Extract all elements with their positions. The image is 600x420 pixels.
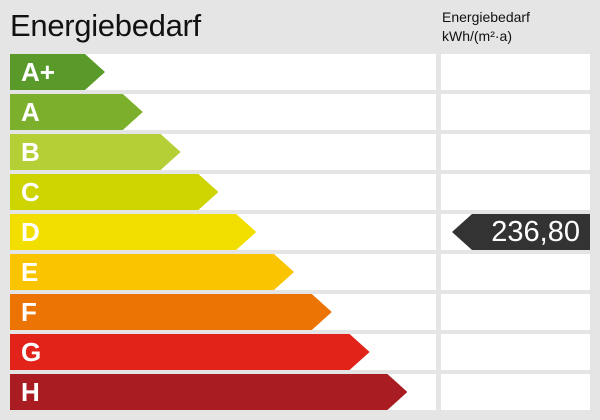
value-cell <box>441 174 590 210</box>
value-cell <box>441 54 590 90</box>
value-cell <box>441 374 590 410</box>
value-marker-text: 236,80 <box>491 216 580 248</box>
energy-class-row: G <box>10 334 590 370</box>
energy-class-row: C <box>10 174 590 210</box>
energy-class-label: G <box>21 337 42 367</box>
energy-class-arrow: F <box>10 294 332 330</box>
energy-class-row: H <box>10 374 590 410</box>
column-header-title: Energiebedarf <box>442 9 530 25</box>
value-marker: 236,80 <box>452 214 590 250</box>
energy-class-row: E <box>10 254 590 290</box>
energy-class-arrow: H <box>10 374 407 410</box>
energy-class-arrow: B <box>10 134 181 170</box>
energy-class-row: F <box>10 294 590 330</box>
column-header: Energiebedarf kWh/(m²·a) <box>442 8 530 46</box>
energy-class-arrow: A <box>10 94 143 130</box>
energy-class-row: A+ <box>10 54 590 90</box>
energy-class-arrow: E <box>10 254 294 290</box>
energy-class-label: A <box>21 97 40 127</box>
energy-class-label: B <box>21 137 40 167</box>
energy-class-label: A+ <box>21 57 55 87</box>
value-cell <box>441 294 590 330</box>
energy-class-arrow: D <box>10 214 256 250</box>
energy-class-label: D <box>21 217 40 247</box>
energy-class-label: F <box>21 297 37 327</box>
value-cell <box>441 254 590 290</box>
energy-class-arrow: G <box>10 334 370 370</box>
page-title: Energiebedarf <box>10 8 201 43</box>
value-cell <box>441 134 590 170</box>
energy-class-arrow: A+ <box>10 54 105 90</box>
energy-class-label: C <box>21 177 40 207</box>
energy-class-label: E <box>21 257 39 287</box>
energy-class-row: A <box>10 94 590 130</box>
value-cell <box>441 94 590 130</box>
column-header-unit: kWh/(m²·a) <box>442 28 512 44</box>
value-cell <box>441 334 590 370</box>
energy-class-row: B <box>10 134 590 170</box>
energy-class-label: H <box>21 377 40 407</box>
energy-class-arrow: C <box>10 174 218 210</box>
